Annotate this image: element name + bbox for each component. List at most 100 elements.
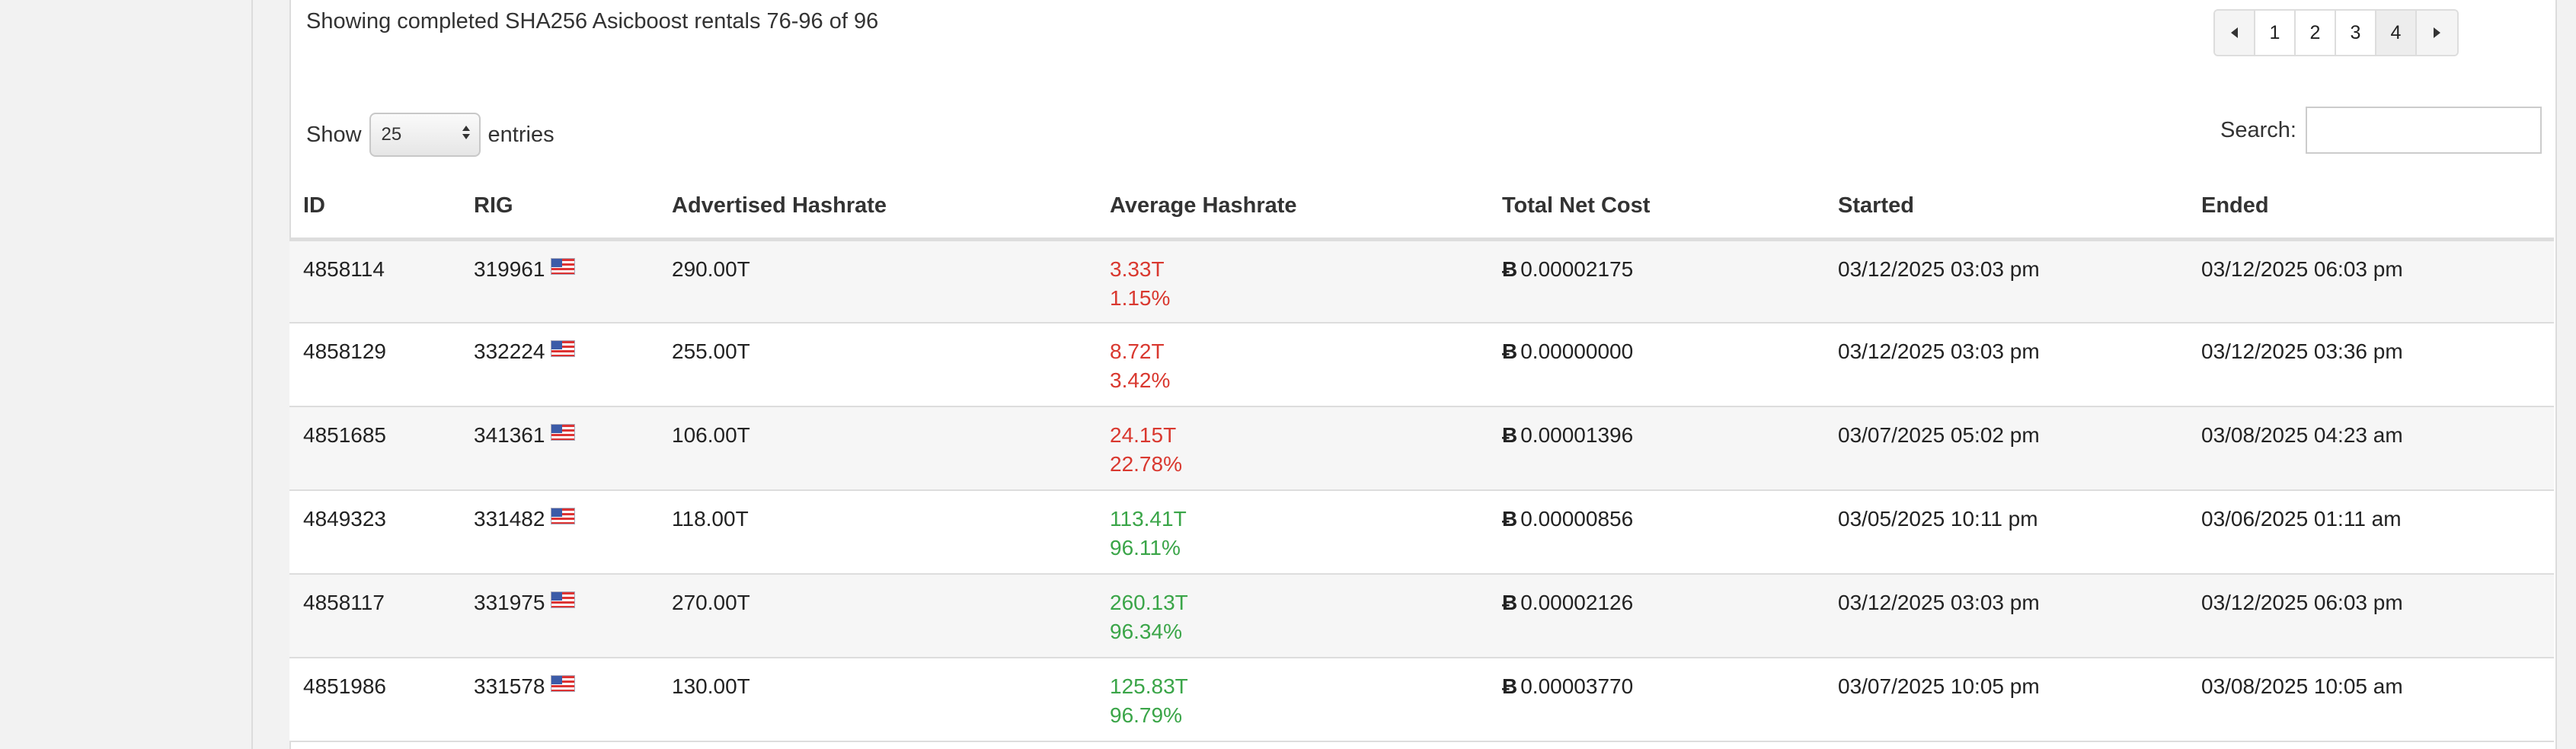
cell-rig: 331482 xyxy=(460,490,658,575)
average-hashrate-percent: 22.78% xyxy=(1110,452,1182,476)
us-flag-icon xyxy=(551,340,576,357)
average-hashrate-percent: 96.34% xyxy=(1110,620,1182,643)
cell-ended: 03/12/2025 06:03 pm xyxy=(2188,239,2554,324)
ended-time: 03/06/2025 01:11 am xyxy=(2201,507,2402,531)
cell-advertised-hashrate: 130.00T xyxy=(658,658,1096,742)
average-hashrate: 8.72T xyxy=(1110,339,1165,363)
cell-average-hashrate: 260.13T 96.34% xyxy=(1096,574,1488,658)
rental-id: 4858129 xyxy=(303,339,387,363)
cell-average-hashrate: 113.41T 96.11% xyxy=(1096,490,1488,575)
cell-ended: 03/06/2025 01:11 am xyxy=(2188,490,2554,575)
column-header-started[interactable]: Started xyxy=(1824,178,2188,241)
prev-page-button[interactable] xyxy=(2215,11,2255,55)
ended-time: 03/08/2025 10:05 am xyxy=(2201,674,2403,698)
total-net-cost: 0.00003770 xyxy=(1520,674,1634,698)
page-4-button[interactable]: 4 xyxy=(2376,11,2417,55)
cell-advertised-hashrate: 118.00T xyxy=(658,490,1096,575)
table-row: 4849323 331482 118.00T 113.41T 96.11% Ƀ 0.0000… xyxy=(289,490,2554,575)
bitcoin-icon: Ƀ xyxy=(1502,674,1518,698)
ended-time: 03/12/2025 06:03 pm xyxy=(2201,257,2403,281)
cell-total-net-cost: Ƀ 0.00000000 xyxy=(1488,323,1824,407)
cell-total-net-cost: Ƀ 0.00001396 xyxy=(1488,406,1824,491)
column-header-ended[interactable]: Ended xyxy=(2188,178,2554,241)
page-1-button[interactable]: 1 xyxy=(2255,11,2296,55)
cell-advertised-hashrate: 106.00T xyxy=(658,406,1096,491)
sidebar xyxy=(0,0,253,749)
average-hashrate: 113.41T xyxy=(1110,507,1187,531)
cell-average-hashrate: 24.15T 22.78% xyxy=(1096,406,1488,491)
cell-total-net-cost: Ƀ 0.00000856 xyxy=(1488,490,1824,575)
column-header-average-hashrate[interactable]: Average Hashrate xyxy=(1096,178,1488,241)
column-header-total-net-cost[interactable]: Total Net Cost xyxy=(1488,178,1824,241)
page-2-button[interactable]: 2 xyxy=(2296,11,2336,55)
average-hashrate: 3.33T xyxy=(1110,257,1165,281)
cell-ended: 03/12/2025 03:36 pm xyxy=(2188,323,2554,407)
started-time: 03/05/2025 10:11 pm xyxy=(1838,507,2038,531)
bitcoin-icon: Ƀ xyxy=(1502,591,1518,614)
cell-started: 03/05/2025 10:11 pm xyxy=(1824,490,2188,575)
cell-id: 4858117 xyxy=(289,574,460,658)
total-net-cost: 0.00000856 xyxy=(1520,507,1634,531)
cell-rig: 332224 xyxy=(460,323,658,407)
rental-id: 4849323 xyxy=(303,507,387,531)
entries-label: entries xyxy=(487,122,555,147)
average-hashrate: 260.13T xyxy=(1110,591,1188,614)
cell-started: 03/12/2025 03:03 pm xyxy=(1824,323,2188,407)
entries-select-value: 25 xyxy=(381,124,402,145)
advertised-hashrate: 106.00T xyxy=(672,423,750,447)
rig-id[interactable]: 331482 xyxy=(474,507,545,531)
rig-id[interactable]: 331975 xyxy=(474,591,545,614)
rental-id: 4858114 xyxy=(303,257,385,281)
started-time: 03/12/2025 03:03 pm xyxy=(1838,257,2040,281)
cell-ended: 03/08/2025 04:23 am xyxy=(2188,406,2554,491)
pagination: 1 2 3 4 xyxy=(2213,9,2459,56)
cell-total-net-cost: Ƀ 0.00002126 xyxy=(1488,574,1824,658)
cell-started: 03/07/2025 10:05 pm xyxy=(1824,658,2188,742)
advertised-hashrate: 255.00T xyxy=(672,339,750,363)
us-flag-icon xyxy=(551,675,576,692)
column-header-id[interactable]: ID xyxy=(289,178,460,241)
cell-started: 03/12/2025 03:03 pm xyxy=(1824,574,2188,658)
select-arrows-icon xyxy=(462,126,470,139)
search-input[interactable] xyxy=(2305,107,2542,154)
rental-id: 4851685 xyxy=(303,423,387,447)
bitcoin-icon: Ƀ xyxy=(1502,507,1518,531)
cell-average-hashrate: 3.33T 1.15% xyxy=(1096,239,1488,324)
us-flag-icon xyxy=(551,424,576,441)
table-row: 4851685 341361 106.00T 24.15T 22.78% Ƀ 0.00001… xyxy=(289,406,2554,491)
cell-rig: 319961 xyxy=(460,239,658,324)
total-net-cost: 0.00002175 xyxy=(1520,257,1634,281)
average-hashrate-percent: 96.79% xyxy=(1110,703,1182,727)
cell-rig: 331975 xyxy=(460,574,658,658)
rig-id[interactable]: 331578 xyxy=(474,674,545,698)
ended-time: 03/12/2025 06:03 pm xyxy=(2201,591,2403,614)
advertised-hashrate: 290.00T xyxy=(672,257,750,281)
cell-total-net-cost: Ƀ 0.00002175 xyxy=(1488,239,1824,324)
next-page-button[interactable] xyxy=(2417,11,2457,55)
chevron-left-icon xyxy=(2231,27,2238,38)
cell-id: 4851986 xyxy=(289,658,460,742)
column-header-advertised-hashrate[interactable]: Advertised Hashrate xyxy=(658,178,1096,241)
cell-started: 03/12/2025 03:03 pm xyxy=(1824,239,2188,324)
advertised-hashrate: 118.00T xyxy=(672,507,749,531)
cell-advertised-hashrate: 290.00T xyxy=(658,239,1096,324)
cell-id: 4851685 xyxy=(289,406,460,491)
chevron-right-icon xyxy=(2434,27,2440,38)
cell-ended: 03/12/2025 06:03 pm xyxy=(2188,574,2554,658)
column-header-rig[interactable]: RIG xyxy=(460,178,658,241)
rig-id[interactable]: 319961 xyxy=(474,257,545,281)
total-net-cost: 0.00001396 xyxy=(1520,423,1634,447)
entries-select[interactable]: 25 xyxy=(369,113,481,157)
advertised-hashrate: 130.00T xyxy=(672,674,750,698)
rig-id[interactable]: 332224 xyxy=(474,339,545,363)
search-label: Search: xyxy=(2220,117,2296,142)
ended-time: 03/08/2025 04:23 am xyxy=(2201,423,2403,447)
started-time: 03/12/2025 03:03 pm xyxy=(1838,339,2040,363)
average-hashrate-percent: 1.15% xyxy=(1110,285,1171,310)
bitcoin-icon: Ƀ xyxy=(1502,423,1518,447)
us-flag-icon xyxy=(551,591,576,608)
total-net-cost: 0.00000000 xyxy=(1520,339,1634,363)
page-3-button[interactable]: 3 xyxy=(2336,11,2376,55)
started-time: 03/07/2025 10:05 pm xyxy=(1838,674,2040,698)
rig-id[interactable]: 341361 xyxy=(474,423,545,447)
